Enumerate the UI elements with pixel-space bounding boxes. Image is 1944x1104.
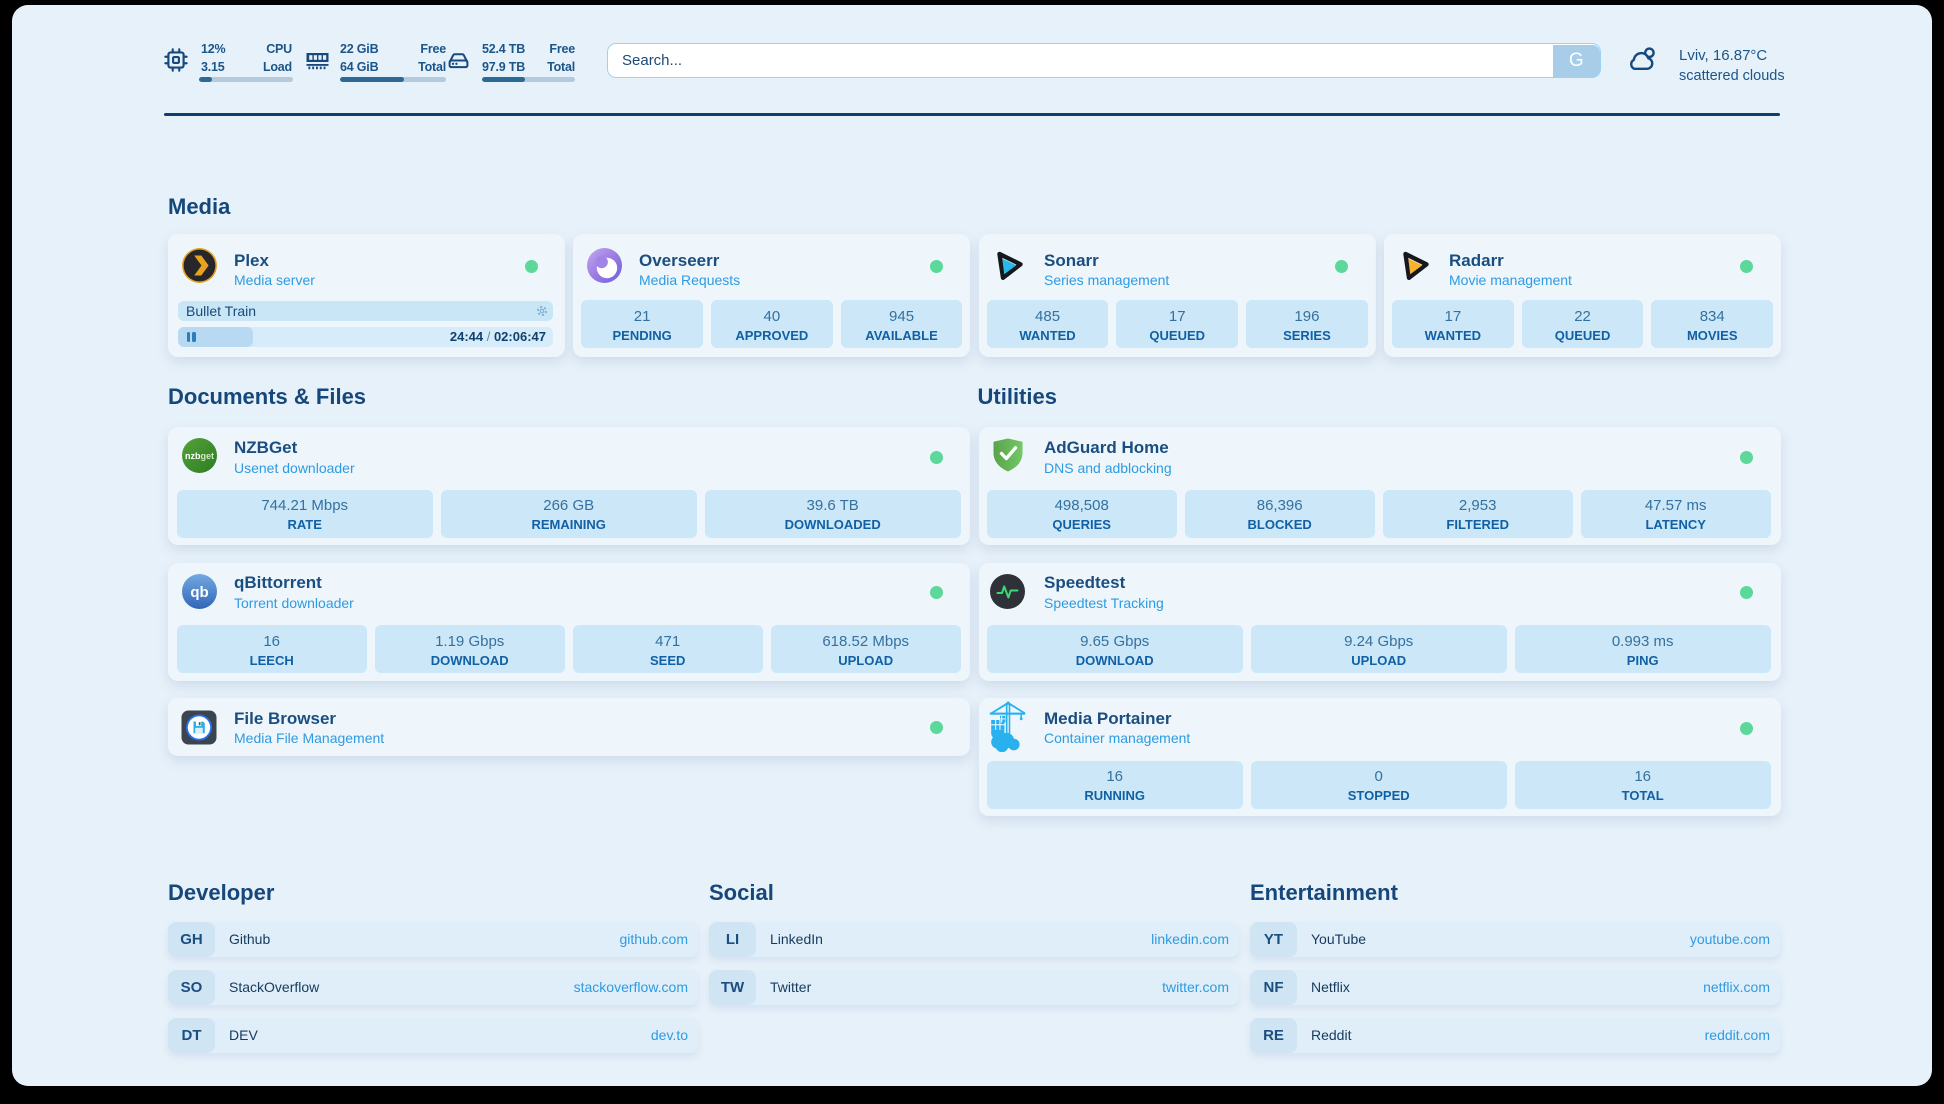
svg-text:nzbget: nzbget (185, 451, 214, 461)
svg-text:qb: qb (190, 584, 208, 601)
